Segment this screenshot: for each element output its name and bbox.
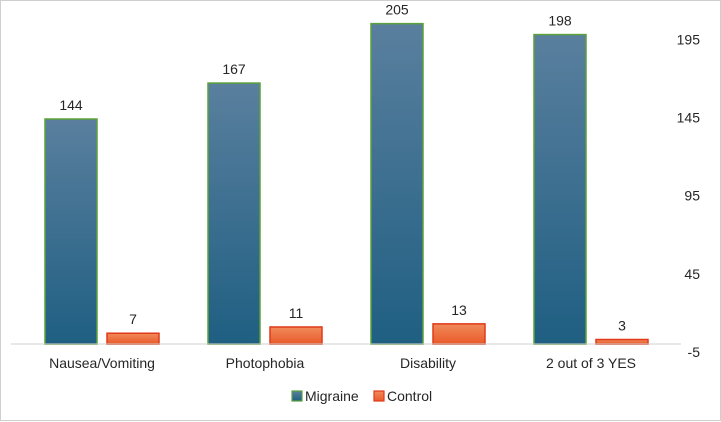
y-tick-label: -5 [688, 344, 701, 360]
value-label-migraine-2: 167 [222, 61, 246, 77]
y-tick-label: 145 [677, 109, 701, 125]
legend-label-migraine: Migraine [305, 388, 359, 404]
value-label-control-3: 13 [451, 302, 467, 318]
bar-migraine-2 [207, 82, 261, 345]
legend-swatch-migraine [291, 390, 303, 402]
bar-migraine-4 [533, 33, 587, 345]
bar-group [44, 22, 649, 345]
legend-swatch-control [373, 390, 385, 402]
legend-label-control: Control [387, 388, 432, 404]
value-label-control-4: 3 [618, 317, 626, 333]
category-label: Photophobia [226, 355, 305, 371]
bar-control-1 [106, 332, 160, 345]
bar-migraine-1 [44, 118, 98, 345]
y-tick-label: 95 [684, 188, 700, 204]
value-label-migraine-3: 205 [385, 2, 409, 18]
category-label: Nausea/Vomiting [49, 355, 155, 371]
category-label: 2 out of 3 YES [546, 355, 636, 371]
bar-control-2 [269, 326, 323, 345]
bar-control-4 [595, 338, 649, 345]
legend: Migraine Control [291, 388, 432, 404]
category-label: Disability [400, 355, 456, 371]
y-tick-label: 195 [677, 31, 701, 47]
value-label-group: 144 7 167 11 205 13 198 3 [59, 2, 626, 334]
bar-control-3 [432, 323, 486, 345]
category-label-group: Nausea/Vomiting Photophobia Disability 2 ou… [49, 355, 636, 371]
y-tick-group: 195 145 95 45 -5 [677, 31, 701, 360]
value-label-migraine-1: 144 [59, 97, 83, 113]
value-label-control-1: 7 [129, 311, 137, 327]
y-tick-label: 45 [684, 266, 700, 282]
value-label-control-2: 11 [289, 305, 304, 321]
bar-migraine-3 [370, 22, 424, 345]
value-label-migraine-4: 198 [548, 13, 572, 29]
